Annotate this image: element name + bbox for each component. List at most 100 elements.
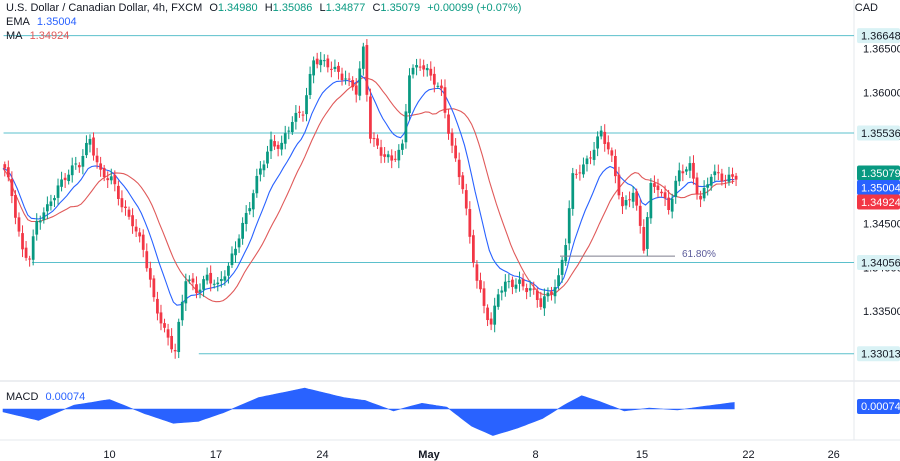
candle-body — [546, 292, 550, 297]
low-value: 1.34877 — [325, 2, 366, 14]
candle-body — [454, 145, 457, 159]
candle-body — [219, 279, 223, 282]
candle-body — [543, 296, 546, 309]
candle-body — [429, 68, 433, 76]
ma-legend[interactable]: MA 1.34924 — [6, 29, 69, 43]
candle-body — [624, 200, 628, 206]
candle-body — [305, 95, 308, 115]
candle-body — [390, 155, 394, 161]
candle-body — [351, 80, 355, 88]
candle-body — [443, 87, 447, 113]
candle-body — [688, 163, 692, 171]
candle-body — [92, 137, 95, 156]
ema-value: 1.35004 — [36, 16, 77, 28]
candle-body — [393, 158, 397, 160]
candle-body — [720, 173, 724, 182]
candle-body — [638, 205, 642, 226]
candle-body — [404, 111, 408, 143]
candle-body — [585, 158, 589, 165]
candle-body — [312, 60, 315, 76]
macd-value-tag: 0.00074 — [861, 401, 900, 413]
level-price-tag: 1.36648 — [861, 31, 900, 43]
candle-body — [479, 280, 482, 290]
close-label: C — [372, 2, 381, 14]
macd-legend[interactable]: MACD 0.00074 — [6, 390, 85, 404]
candle-body — [244, 212, 248, 225]
candle-body — [95, 155, 99, 163]
candle-body — [379, 147, 383, 156]
level-price-tag-bg — [857, 346, 900, 362]
x-tick-label: 15 — [636, 449, 648, 461]
candle-body — [70, 165, 74, 176]
candle-body — [532, 288, 536, 290]
candle-body — [60, 179, 63, 187]
currency-label: CAD — [854, 2, 878, 14]
candle-body — [631, 192, 635, 202]
y-tick-label: 1.36000 — [863, 87, 900, 99]
candle-body — [550, 291, 553, 295]
close-price-tag: 1.35079 — [861, 168, 900, 180]
candle-body — [223, 276, 227, 281]
candle-body — [415, 65, 418, 68]
candle-body — [287, 130, 291, 132]
candle-body — [276, 144, 280, 149]
candle-body — [141, 234, 145, 250]
candle-body — [195, 284, 198, 294]
candle-body — [408, 75, 411, 114]
candle-body — [344, 78, 347, 80]
candle-body — [74, 163, 78, 165]
candle-body — [653, 183, 656, 187]
candle-body — [319, 59, 323, 66]
candle-body — [28, 258, 31, 260]
candle-body — [262, 164, 266, 171]
symbol-title: U.S. Dollar / Canadian Dollar, 4h, FXCM — [6, 2, 203, 14]
candle-body — [468, 209, 472, 237]
candle-body — [134, 226, 138, 232]
candle-body — [724, 179, 727, 181]
candle-body — [234, 248, 237, 256]
candle-body — [436, 85, 440, 87]
candle-body — [606, 142, 610, 150]
candle-body — [514, 284, 518, 289]
candle-body — [17, 217, 21, 232]
candle-body — [280, 142, 284, 150]
fib-level-label: 61.80% — [682, 249, 716, 260]
candle-body — [273, 141, 276, 147]
candle-body — [205, 274, 209, 281]
candle-body — [727, 174, 731, 182]
candle-body — [411, 67, 415, 75]
candle-body — [326, 58, 330, 68]
candle-body — [152, 278, 156, 298]
candle-body — [432, 73, 436, 85]
candle-body — [425, 68, 429, 71]
candle-body — [202, 279, 205, 290]
candle-body — [56, 185, 60, 198]
candle-body — [603, 131, 607, 144]
candle-body — [10, 179, 14, 197]
candle-body — [567, 208, 571, 244]
candle-body — [315, 58, 319, 65]
candle-body — [699, 195, 702, 200]
candle-body — [564, 245, 568, 262]
candle-body — [447, 114, 450, 134]
candle-body — [81, 155, 85, 167]
candle-body — [120, 198, 124, 208]
candle-body — [117, 185, 120, 199]
candle-body — [535, 290, 539, 301]
candle-body — [681, 171, 685, 174]
candle-body — [113, 174, 117, 185]
ema-price-tag-bg — [857, 179, 900, 195]
candle-body — [173, 350, 177, 352]
candle-body — [212, 283, 216, 285]
ema-legend[interactable]: EMA 1.35004 — [6, 15, 77, 29]
candle-body — [589, 157, 592, 159]
candle-body — [528, 288, 532, 291]
candle-body — [372, 138, 376, 140]
candle-body — [472, 235, 475, 263]
candle-body — [369, 96, 372, 139]
candle-body — [667, 197, 670, 210]
candle-body — [308, 73, 312, 96]
x-tick-label: 10 — [103, 449, 115, 461]
candle-body — [358, 68, 362, 96]
